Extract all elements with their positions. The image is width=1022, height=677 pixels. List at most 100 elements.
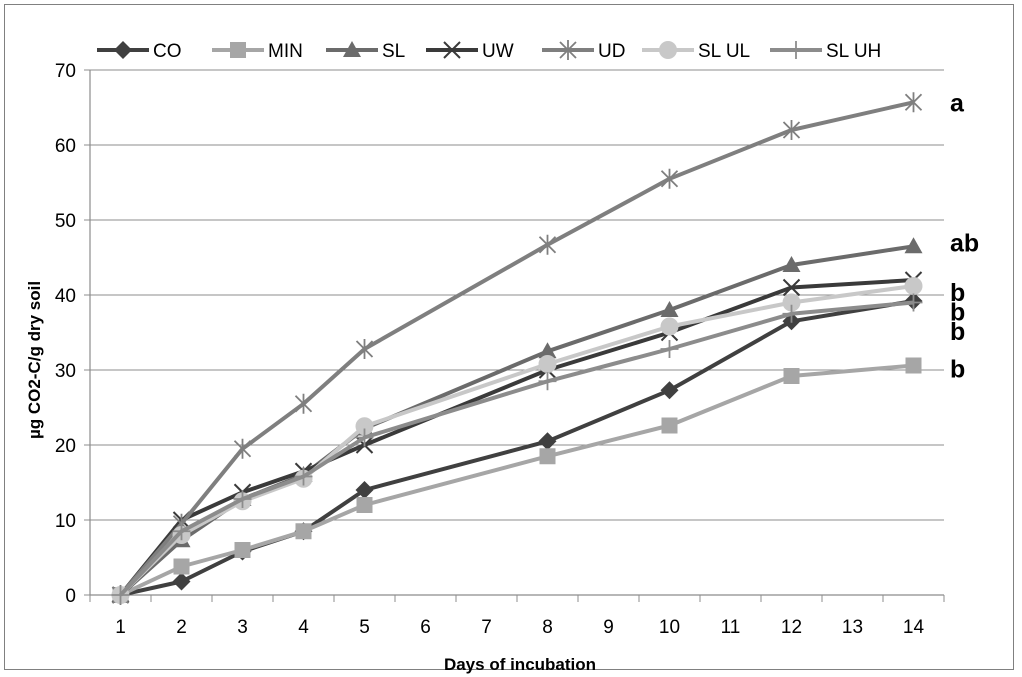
legend-item-co: CO — [97, 41, 182, 62]
y-tick-label: 40 — [55, 286, 76, 307]
annotation-label: a — [950, 89, 965, 117]
data-point-ud — [782, 120, 801, 140]
data-point-sl-uh — [111, 586, 130, 604]
annotation-label: b — [950, 318, 965, 346]
annotation-label: b — [950, 279, 965, 307]
legend-marker-uw — [443, 41, 461, 59]
x-tick-label: 11 — [721, 617, 741, 638]
y-tick-label: 70 — [55, 61, 76, 82]
x-tick-label: 5 — [359, 617, 370, 638]
annotation-label: b — [950, 356, 965, 384]
series-min — [112, 357, 922, 603]
legend-item-sl: SL — [326, 41, 405, 62]
data-point-co — [660, 381, 679, 400]
x-tick-label: 8 — [542, 617, 553, 638]
data-point-min — [295, 523, 312, 540]
x-axis-title: Days of incubation — [444, 655, 596, 674]
series-sl-uh — [111, 293, 923, 604]
data-point-sl-uh — [233, 490, 252, 508]
series-sl — [111, 237, 923, 602]
data-point-co — [538, 432, 557, 451]
legend-item-min: MIN — [212, 41, 303, 62]
y-tick-label: 60 — [55, 136, 76, 157]
data-point-sl-ul — [904, 277, 923, 295]
legend-item-ud: UD — [542, 40, 625, 62]
series-ud — [111, 92, 923, 605]
data-point-sl — [782, 256, 801, 272]
x-tick-label: 12 — [781, 617, 802, 638]
legend-marker-ud — [559, 40, 577, 60]
x-tick-label: 4 — [298, 617, 309, 638]
data-point-co — [355, 481, 374, 499]
data-point-sl-uh — [660, 340, 679, 358]
legend-marker-sl-uh — [787, 41, 805, 59]
legend-label-sl-uh: SL UH — [826, 41, 881, 62]
data-point-min — [661, 417, 678, 434]
data-point-min — [905, 357, 922, 374]
legend-marker-min — [230, 42, 246, 58]
data-point-ud — [355, 339, 374, 359]
data-point-ud — [294, 393, 313, 414]
x-tick-label: 6 — [420, 617, 431, 638]
data-point-sl-uh — [782, 304, 801, 323]
x-tick-label: 3 — [237, 617, 248, 638]
data-point-ud — [904, 92, 923, 113]
legend-marker-co — [114, 41, 132, 59]
legend-label-co: CO — [153, 41, 182, 62]
data-point-sl-ul — [355, 417, 374, 436]
y-tick-label: 20 — [55, 436, 76, 457]
x-tick-label: 14 — [903, 617, 925, 638]
y-tick-label: 10 — [55, 511, 76, 532]
data-point-sl-uh — [172, 522, 191, 541]
data-point-sl-ul — [782, 293, 801, 312]
data-point-sl-uh — [538, 372, 557, 391]
y-tick-label: 30 — [55, 361, 76, 382]
x-tick-label: 2 — [176, 617, 187, 638]
x-tick-label: 7 — [481, 617, 492, 638]
data-point-ud — [660, 168, 679, 189]
annotation-label: ab — [950, 230, 979, 258]
data-point-min — [234, 542, 251, 558]
data-point-sl — [904, 237, 923, 254]
legend: CO MIN SL UW UD SL UL SL UH — [97, 40, 881, 62]
series-lines — [111, 92, 923, 605]
data-point-ud — [233, 438, 252, 459]
data-point-sl-uh — [355, 428, 374, 447]
legend-marker-sl-ul — [659, 41, 677, 59]
legend-label-sl: SL — [382, 41, 405, 62]
data-point-min — [539, 448, 556, 465]
data-point-sl — [660, 301, 679, 317]
chart-frame — [4, 4, 1014, 670]
data-point-min — [783, 368, 800, 384]
legend-label-min: MIN — [268, 41, 303, 62]
series-line-min — [119, 363, 914, 597]
legend-item-sl-uh: SL UH — [770, 41, 881, 62]
y-tick-label: 50 — [55, 211, 76, 232]
data-point-sl-uh — [904, 293, 923, 312]
series-co — [111, 292, 923, 604]
data-point-sl-ul — [538, 355, 557, 373]
legend-item-sl-ul: SL UL — [642, 41, 750, 62]
data-point-sl-uh — [294, 467, 313, 486]
data-point-min — [356, 497, 373, 513]
data-point-sl-ul — [660, 317, 679, 336]
x-tick-label: 1 — [115, 617, 126, 638]
y-axis-title: µg CO2-C/g dry soil — [25, 281, 44, 439]
legend-label-uw: UW — [482, 41, 514, 62]
gridlines — [90, 69, 944, 521]
legend-item-uw: UW — [426, 41, 514, 62]
data-point-co — [172, 572, 191, 591]
data-point-uw — [782, 278, 801, 297]
data-point-sl — [538, 342, 557, 359]
annotation-label: b — [950, 299, 965, 327]
series-line-ud — [118, 100, 914, 597]
x-tick-label: 13 — [842, 617, 863, 638]
legend-marker-sl — [343, 41, 361, 57]
legend-label-ud: UD — [598, 41, 625, 62]
x-tick-label: 9 — [603, 617, 614, 638]
x-tick-label: 10 — [659, 617, 680, 638]
legend-label-sl-ul: SL UL — [698, 41, 750, 62]
